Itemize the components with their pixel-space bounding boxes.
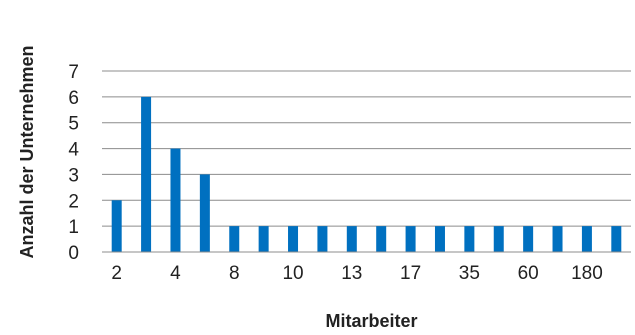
x-tick-label: 180 (571, 263, 603, 284)
bar-2 (111, 200, 122, 252)
x-tick-labels: 2 4 8 10 13 17 35 60 180 (111, 263, 602, 284)
bar-35 (464, 226, 475, 252)
bar-70 (552, 226, 563, 252)
y-tick-label: 3 (68, 165, 79, 186)
bar-200 (611, 226, 622, 252)
y-axis-title: Anzahl der Unternehmen (17, 45, 37, 258)
y-tick-label: 4 (68, 140, 79, 161)
bar-3 (141, 96, 152, 252)
x-tick-label: 60 (518, 263, 539, 284)
bar-13 (346, 226, 357, 252)
x-tick-label: 2 (111, 263, 122, 284)
bar-40 (493, 226, 504, 252)
bars (111, 96, 622, 252)
x-tick-label: 17 (400, 263, 421, 284)
bar-17 (405, 226, 416, 252)
bar-9 (258, 226, 269, 252)
y-tick-label: 2 (68, 191, 79, 212)
y-tick-labels: 0 1 2 3 4 5 6 7 (68, 62, 79, 264)
bar-12 (317, 226, 328, 252)
bar-4 (170, 148, 181, 252)
bar-8 (229, 226, 240, 252)
y-tick-label: 7 (68, 62, 79, 83)
x-axis-title: Mitarbeiter (325, 311, 417, 331)
x-tick-label: 8 (229, 263, 240, 284)
gridlines (102, 70, 631, 227)
bar-5 (199, 174, 210, 252)
bar-180 (581, 226, 592, 252)
y-tick-label: 5 (68, 114, 79, 135)
x-tick-label: 35 (459, 263, 480, 284)
bar-20 (434, 226, 445, 252)
y-tick-label: 6 (68, 88, 79, 109)
bar-60 (523, 226, 534, 252)
x-tick-label: 13 (341, 263, 362, 284)
x-tick-label: 4 (170, 263, 181, 284)
y-tick-label: 1 (68, 217, 79, 238)
y-tick-label: 0 (68, 243, 79, 264)
bar-10 (288, 226, 299, 252)
x-tick-label: 10 (282, 263, 303, 284)
bar-15 (376, 226, 387, 252)
